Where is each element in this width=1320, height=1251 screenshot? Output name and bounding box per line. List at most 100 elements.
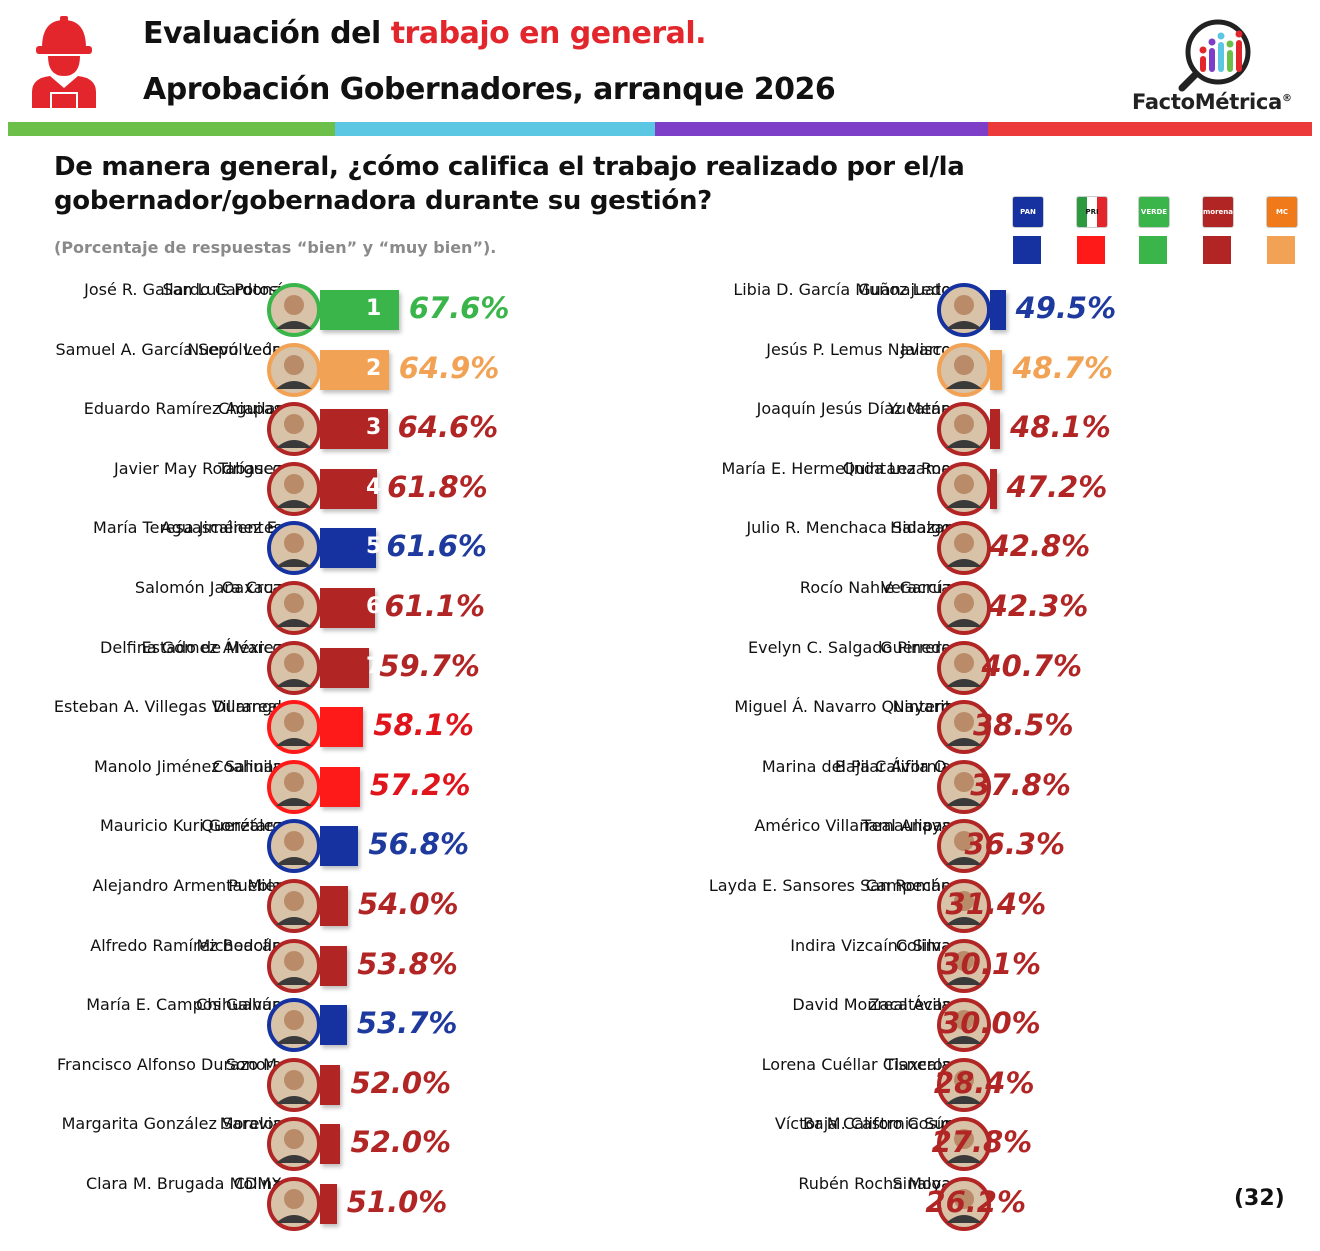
page-title: Evaluación del trabajo en general. (143, 16, 707, 51)
governor-label: Sinaloa Rubén Rocha Moya (621, 1174, 951, 1230)
governor-name: Mauricio Kuri González (99, 816, 282, 836)
legend-item-pri: PRI (1068, 196, 1114, 266)
state-label: Oaxaca (221, 578, 282, 597)
governor-label: Nuevo León Samuel A. García Sepúlveda (0, 340, 282, 396)
rank-number: 5 (366, 534, 382, 560)
governor-label: Querétaro Mauricio Kuri González (0, 816, 282, 872)
governor-label: San Luis Potosí José R. Gallardo Cardona (0, 280, 282, 336)
governor-name: Miguel Á. Navarro Quintero (734, 697, 951, 717)
percent-label: 61.8% (387, 469, 488, 504)
legend-item-mc: MC (1258, 196, 1304, 266)
rank-number: 22 (1036, 594, 1067, 619)
legend-swatch (1077, 236, 1105, 264)
state-label: Campeche (865, 876, 951, 895)
governor-name: Margarita González Saravia (61, 1114, 282, 1134)
percent-label: 36.3% (964, 827, 1066, 862)
state-label: Aguascalientes (160, 518, 282, 538)
governor-name: Lorena Cuéllar Cisneros (761, 1054, 951, 1074)
worker-icon (28, 14, 100, 108)
pri-logo-icon: PRI (1076, 196, 1108, 228)
governor-photo (937, 342, 991, 397)
rank-number: 30 (1036, 1070, 1067, 1096)
legend-swatch (1267, 236, 1295, 264)
state-label: Tlaxcala (884, 1054, 951, 1074)
percent-label: 42.3% (987, 589, 1089, 623)
governor-photo (267, 283, 321, 337)
bar: 15 (320, 1124, 397, 1165)
rank-number: 1 (366, 296, 382, 321)
page-number: (32) (1234, 1186, 1285, 1211)
percent-label: 47.2% (1006, 469, 1108, 504)
governor-photo (267, 342, 321, 397)
state-label: Quintana Roo (842, 458, 951, 478)
percent-label: 67.6% (408, 291, 510, 325)
bar: 11 (320, 886, 397, 926)
governor-photo (267, 1057, 321, 1112)
rank-number: 13 (366, 1011, 397, 1037)
bar: 12 (320, 945, 397, 986)
governor-photo (267, 700, 321, 755)
governor-photo (937, 461, 991, 516)
governor-name: Rocío Nahle García (799, 578, 951, 597)
governor-name: Evelyn C. Salgado Pineda (748, 637, 951, 657)
rank-number: 18 (1036, 355, 1067, 381)
governor-photo (937, 998, 991, 1053)
rank-number: 2 (366, 355, 382, 381)
governor-label: Coahuila Manolo Jiménez Salinas (0, 757, 282, 813)
state-label: Chihuahua (196, 995, 282, 1015)
state-label: CDMX (233, 1174, 282, 1193)
state-label: Colima (895, 935, 951, 955)
governor-photo (937, 283, 991, 337)
strip-green (8, 122, 335, 136)
governor-photo (937, 521, 991, 576)
governor-label: Hidalgo Julio R. Menchaca Salazar (621, 518, 951, 574)
percent-label: 31.4% (945, 887, 1047, 921)
rank-number: 28 (1036, 951, 1067, 977)
state-label: Puebla (228, 876, 282, 895)
governor-label: Morelos Margarita González Saravia (0, 1114, 282, 1170)
state-label: Sinaloa (892, 1174, 951, 1193)
state-label: Zacatecas (868, 995, 951, 1015)
governor-name: Francisco Alfonso Durazo M. (57, 1054, 282, 1074)
governor-photo (937, 700, 991, 755)
governor-label: Colima Indira Vizcaíno Silva (621, 936, 951, 992)
governor-photo (937, 581, 991, 635)
governor-photo (267, 640, 321, 695)
page-subtitle: Aprobación Gobernadores, arranque 2026 (143, 72, 836, 107)
percent-label: 26.2% (925, 1185, 1026, 1219)
bar: 17 (990, 290, 1067, 330)
governor-label: Zacatecas David Monreal Ávila (621, 995, 951, 1051)
state-label: Chiapas (218, 399, 282, 419)
rank-number: 12 (366, 951, 397, 977)
governor-photo (937, 759, 991, 814)
governor-label: Baja California Sur Víctor M. Castro Cosí… (621, 1114, 951, 1170)
governor-name: David Monreal Ávila (792, 995, 951, 1015)
governor-name: Américo Villarreal Anaya (754, 816, 951, 836)
governor-name: María Teresa Jiménez E. (93, 518, 282, 538)
governor-photo (267, 581, 321, 635)
governor-photo (937, 1117, 991, 1172)
strip-purple (655, 122, 988, 136)
governor-photo (267, 402, 321, 457)
bar: 7 (320, 647, 381, 688)
governor-label: Yucatán Joaquín Jesús Díaz Mena (621, 399, 951, 455)
rank-number: 20 (1036, 474, 1067, 500)
percent-label: 42.8% (989, 529, 1091, 564)
rank-number: 11 (366, 892, 397, 917)
state-label: Baja California Sur (802, 1114, 951, 1134)
governor-label: Nayarit Miguel Á. Navarro Quintero (621, 697, 951, 753)
bar: 2 (320, 349, 389, 390)
rank-number: 27 (1036, 892, 1067, 917)
legend-swatch (1203, 236, 1231, 264)
governor-label: Guanajuato Libia D. García Muñoz Ledo (621, 280, 951, 336)
governor-label: Michoacán Alfredo Ramírez Bedolla (0, 936, 282, 992)
governor-photo (937, 879, 991, 933)
page-title-accent: trabajo en general. (390, 16, 707, 51)
bar: 6 (320, 588, 381, 628)
rank-number: 32 (1036, 1190, 1067, 1215)
governor-label: Chiapas Eduardo Ramírez Aguilar (0, 399, 282, 455)
state-label: Nayarit (892, 697, 951, 717)
governor-photo (267, 461, 321, 516)
rank-number: 29 (1036, 1011, 1067, 1037)
governor-name: José R. Gallardo Cardona (84, 280, 282, 299)
